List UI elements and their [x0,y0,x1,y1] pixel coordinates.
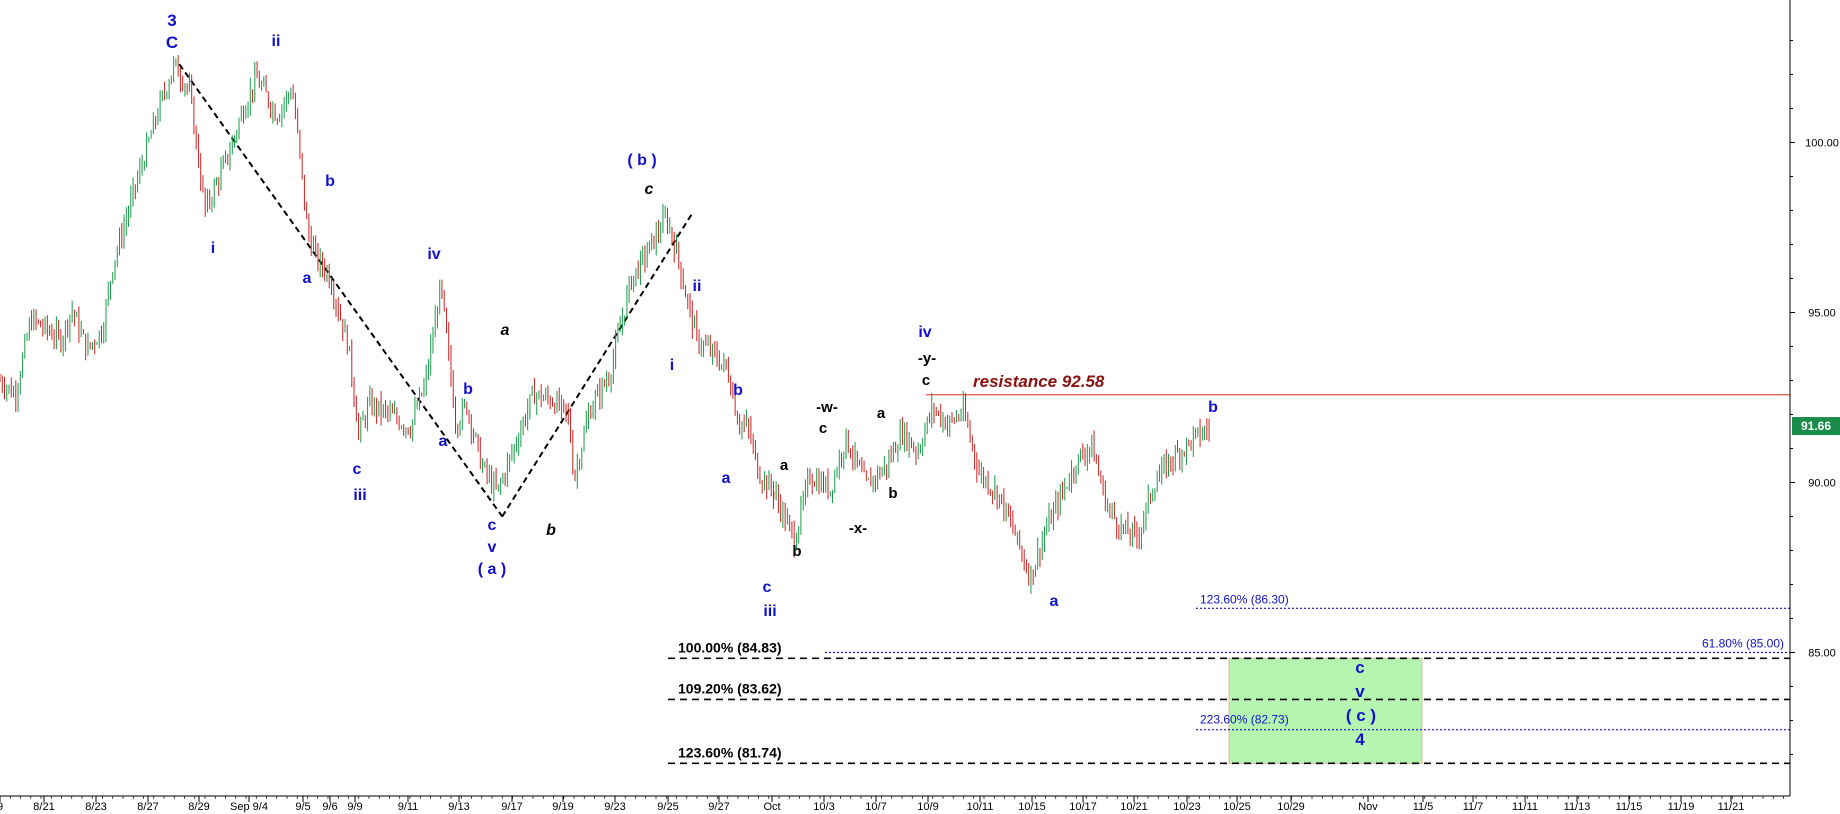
level-label-3: 100.00% (84.83) [678,639,782,655]
x-tick-label-28: 11/5 [1413,801,1434,813]
x-tick-label-4: 8/29 [188,801,209,813]
x-tick-label-29: 11/7 [1463,801,1484,813]
x-tick-label-8: 9/9 [347,801,362,813]
wave-label-34: a [1050,593,1059,610]
wave-label-4: b [325,173,335,190]
y-tick-label-3: 100.00 [1805,138,1839,150]
wave-label-7: b [463,381,473,398]
x-tick-label-13: 9/23 [604,801,625,813]
wave-label-1: C [166,33,178,52]
candles-layer [0,55,1210,594]
wave-label-2: ii [272,33,281,50]
x-tick-label-16: Oct [763,801,780,813]
wave-label-19: i [670,357,674,374]
x-tick-label-32: 11/15 [1616,801,1643,813]
x-tick-label-10: 9/13 [448,801,469,813]
wave-label-27: c [819,420,827,437]
wave-label-23: iii [763,603,776,620]
x-tick-label-11: 9/17 [501,801,522,813]
wave-label-6: iv [427,246,440,263]
wave-label-11: a [501,322,510,339]
wave-label-24: a [780,457,789,474]
wave-label-5: a [303,270,312,287]
level-label-1: 123.60% (86.30) [1200,592,1289,606]
x-tick-label-34: 11/21 [1718,801,1745,813]
wave-label-35: b [1208,399,1218,416]
x-tick-label-24: 10/23 [1173,801,1201,813]
wave-label-10: a [439,433,448,450]
wave-label-3: i [211,240,215,257]
x-tick-label-6: 9/5 [295,801,310,813]
wave-label-21: a [722,470,731,487]
wave-label-28: a [877,405,886,422]
target-zone-box [1228,657,1423,764]
x-tick-label-9: 9/11 [398,801,419,813]
x-tick-label-23: 10/21 [1120,801,1148,813]
x-tick-label-21: 10/15 [1018,801,1046,813]
x-tick-label-26: 10/29 [1277,801,1305,813]
wave-label-0: 3 [167,11,176,30]
x-tick-label-19: 10/9 [917,801,938,813]
x-tick-label-7: 9/6 [322,801,337,813]
wave-label-30: b [888,485,897,502]
level-label-4: 109.20% (83.62) [678,680,782,696]
x-tick-label-27: Nov [1358,801,1378,813]
wave-label-25: b [792,543,801,560]
wave-label-18: ii [693,278,702,295]
level-label-0: resistance 92.58 [973,372,1105,391]
y-tick-label-2: 95.00 [1808,308,1836,320]
x-tick-label-17: 10/3 [813,801,834,813]
x-tick-label-0: 9 [0,801,3,813]
x-tick-label-3: 8/27 [137,801,158,813]
last-price-badge [1792,417,1840,436]
wave-label-15: b [546,522,556,539]
horizontal-levels-layer: resistance 92.58 123.60% (86.30) 61.80% (8… [668,372,1790,765]
wave-label-26: -w- [816,399,838,416]
wave-label-36: c [1355,658,1364,677]
x-tick-label-2: 8/23 [85,801,106,813]
y-tick-label-0: 85.00 [1808,648,1836,660]
x-tick-label-22: 10/17 [1069,801,1097,813]
x-tick-label-12: 9/19 [552,801,573,813]
wave-label-16: ( b ) [627,152,656,169]
wave-label-12: c [488,517,497,534]
wave-label-32: -y- [918,350,936,367]
x-tick-label-33: 11/19 [1668,801,1695,813]
wave-label-17: c [645,181,654,198]
x-tick-label-31: 11/13 [1564,801,1591,813]
x-tick-label-15: 9/27 [708,801,729,813]
x-tick-label-25: 10/25 [1223,801,1251,813]
trend-lines-layer [178,63,693,518]
y-tick-label-1: 90.00 [1808,478,1836,490]
wave-label-13: v [488,539,497,556]
x-tick-label-20: 10/11 [967,801,994,813]
level-label-5: 223.60% (82.73) [1200,713,1289,727]
wave-label-29: -x- [849,520,867,537]
wave-label-9: iii [353,487,366,504]
wave-label-22: c [763,579,772,596]
wave-label-33: c [922,372,930,389]
wave-label-38: ( c ) [1346,706,1376,725]
wave-label-31: iv [918,324,931,341]
level-label-6: 123.60% (81.74) [678,744,782,760]
wave-label-20: b [733,382,743,399]
level-label-2: 61.80% (85.00) [1702,637,1784,651]
last-price-label: 91.66 [1801,419,1831,433]
wave-label-37: v [1355,682,1365,701]
x-tick-label-14: 9/25 [657,801,678,813]
target-zone-layer [1228,657,1423,764]
wave-label-8: c [353,461,362,478]
wave-label-14: ( a ) [478,561,506,578]
trend-line-0 [178,63,504,518]
x-tick-label-5: Sep 9/4 [230,801,268,813]
x-tick-label-18: 10/7 [865,801,886,813]
x-tick-label-1: 8/21 [33,801,54,813]
x-tick-label-30: 11/11 [1512,801,1538,813]
wave-label-39: 4 [1355,730,1365,749]
